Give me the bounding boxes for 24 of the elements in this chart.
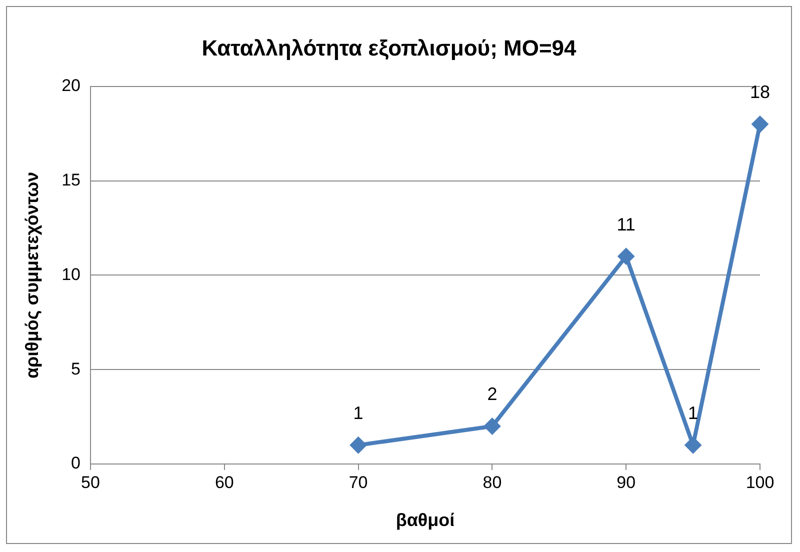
point bbox=[484, 418, 501, 435]
x-tick-label: 60 bbox=[214, 472, 234, 492]
data-label: 2 bbox=[487, 384, 498, 404]
x-tick-label: 100 bbox=[746, 472, 774, 492]
data-label: 11 bbox=[616, 214, 636, 234]
x-tick-label: 80 bbox=[482, 472, 502, 492]
chart-title: Καταλληλότητα εξοπλισμού; ΜΟ=94 bbox=[202, 35, 578, 60]
x-tick-label: 90 bbox=[616, 472, 636, 492]
data-label: 1 bbox=[688, 403, 698, 424]
data-label: 1 bbox=[353, 403, 364, 424]
y-tick-label: 10 bbox=[62, 264, 81, 284]
x-tick-label: 50 bbox=[81, 472, 100, 492]
y-tick-label: 5 bbox=[71, 359, 81, 378]
point bbox=[618, 248, 635, 265]
y-tick-label: 0 bbox=[71, 454, 81, 473]
y-axis-title: αριθμός συμμετεχόντων bbox=[22, 172, 42, 379]
y-tick-label: 20 bbox=[62, 76, 81, 96]
y-tick-label: 15 bbox=[62, 170, 81, 190]
point bbox=[684, 436, 702, 454]
point bbox=[752, 116, 768, 133]
data-label: 18 bbox=[750, 82, 770, 102]
x-axis-title: βαθμοί bbox=[396, 510, 455, 530]
point bbox=[350, 436, 367, 454]
x-tick-label: 70 bbox=[348, 472, 368, 492]
